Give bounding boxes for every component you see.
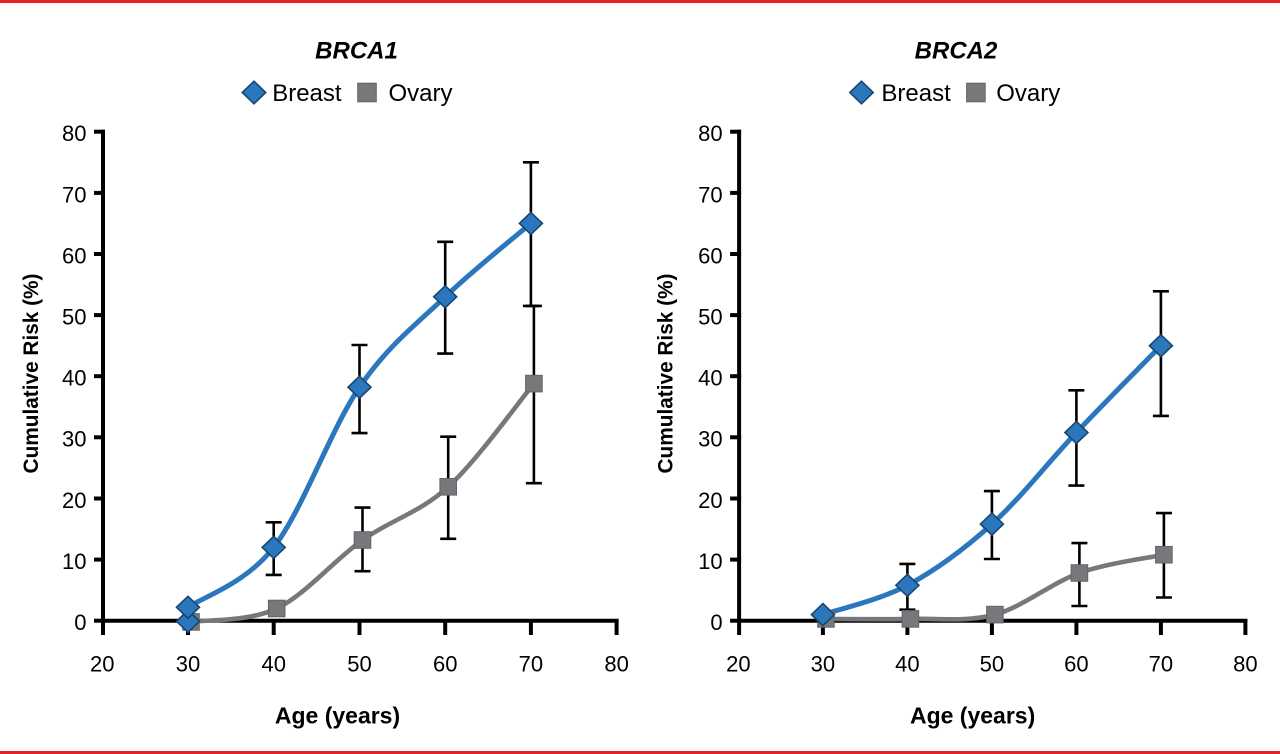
svg-text:10: 10 bbox=[698, 549, 722, 574]
svg-text:BRCA2: BRCA2 bbox=[915, 38, 998, 65]
svg-text:60: 60 bbox=[1064, 652, 1088, 677]
svg-text:0: 0 bbox=[710, 610, 722, 635]
svg-text:80: 80 bbox=[698, 121, 722, 146]
svg-text:60: 60 bbox=[433, 652, 457, 677]
svg-text:20: 20 bbox=[90, 652, 114, 677]
svg-text:50: 50 bbox=[347, 652, 371, 677]
svg-text:Age (years): Age (years) bbox=[910, 703, 1035, 729]
svg-text:30: 30 bbox=[811, 652, 835, 677]
svg-text:80: 80 bbox=[1233, 652, 1257, 677]
svg-text:Cumulative Risk (%): Cumulative Risk (%) bbox=[655, 274, 678, 474]
svg-text:20: 20 bbox=[62, 488, 86, 513]
svg-text:40: 40 bbox=[261, 652, 285, 677]
svg-text:30: 30 bbox=[62, 427, 86, 452]
svg-text:70: 70 bbox=[519, 652, 543, 677]
svg-text:40: 40 bbox=[62, 366, 86, 391]
svg-text:Breast: Breast bbox=[272, 80, 342, 107]
svg-text:70: 70 bbox=[698, 182, 722, 207]
svg-text:50: 50 bbox=[980, 652, 1004, 677]
svg-text:BRCA1: BRCA1 bbox=[315, 38, 398, 65]
svg-text:70: 70 bbox=[1149, 652, 1173, 677]
svg-text:50: 50 bbox=[698, 305, 722, 330]
svg-text:Ovary: Ovary bbox=[389, 80, 453, 107]
svg-text:Breast: Breast bbox=[881, 80, 951, 107]
svg-text:80: 80 bbox=[62, 121, 86, 146]
svg-text:50: 50 bbox=[62, 305, 86, 330]
svg-text:60: 60 bbox=[62, 243, 86, 268]
svg-text:80: 80 bbox=[604, 652, 628, 677]
svg-text:60: 60 bbox=[698, 243, 722, 268]
svg-text:0: 0 bbox=[74, 610, 86, 635]
svg-text:30: 30 bbox=[176, 652, 200, 677]
svg-text:40: 40 bbox=[895, 652, 919, 677]
svg-text:20: 20 bbox=[698, 488, 722, 513]
svg-text:Cumulative Risk (%): Cumulative Risk (%) bbox=[20, 274, 43, 474]
svg-text:Ovary: Ovary bbox=[996, 80, 1060, 107]
svg-text:20: 20 bbox=[726, 652, 750, 677]
svg-text:10: 10 bbox=[62, 549, 86, 574]
svg-text:40: 40 bbox=[698, 366, 722, 391]
svg-text:30: 30 bbox=[698, 427, 722, 452]
svg-text:Age (years): Age (years) bbox=[275, 703, 400, 729]
svg-text:70: 70 bbox=[62, 182, 86, 207]
